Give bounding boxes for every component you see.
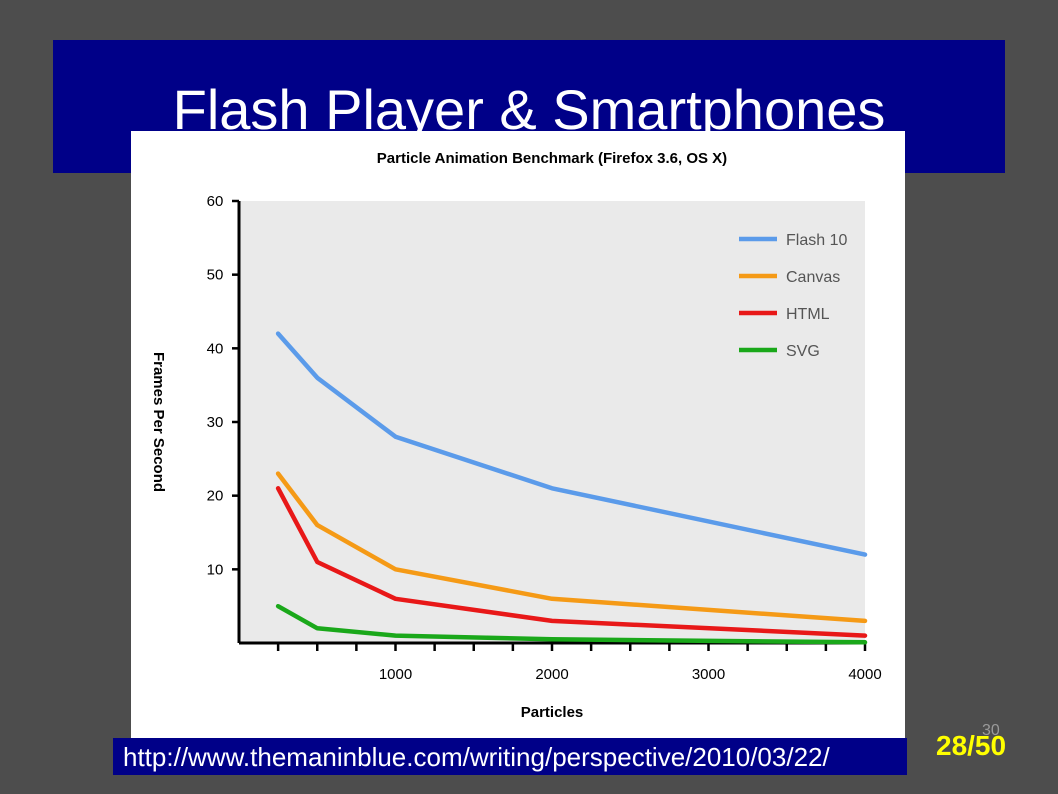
legend-label-html: HTML (786, 306, 830, 323)
y-tick-label: 60 (207, 193, 224, 210)
y-axis-title: Frames Per Second (150, 352, 167, 492)
chart-title: Particle Animation Benchmark (Firefox 3.… (377, 150, 727, 167)
y-tick-label: 10 (207, 561, 224, 578)
x-tick-label: 4000 (848, 666, 881, 683)
y-tick-label: 30 (207, 414, 224, 431)
y-tick-label: 40 (207, 340, 224, 357)
legend-label-canvas: Canvas (786, 269, 840, 286)
page-counter: 28/50 (936, 730, 1007, 761)
source-url-link[interactable]: http://www.themaninblue.com/writing/pers… (123, 742, 830, 772)
series-line-canvas (275, 471, 868, 624)
x-axis-title: Particles (521, 704, 584, 721)
plot-area (239, 201, 865, 643)
series-line-svg (275, 603, 868, 645)
series-line-html (275, 486, 868, 638)
y-tick-label: 50 (207, 267, 224, 284)
axes: 10 20 30 40 50 60 1000 2000 3000 4000 (207, 193, 882, 683)
url-bar: http://www.themaninblue.com/writing/pers… (113, 738, 907, 775)
series-lines (275, 331, 868, 645)
slide-number-ghost: 30 (982, 722, 1000, 739)
benchmark-chart: Particle Animation Benchmark (Firefox 3.… (150, 150, 882, 721)
legend: Flash 10 Canvas HTML SVG (739, 232, 847, 360)
chart-panel: Particle Animation Benchmark (Firefox 3.… (131, 131, 905, 738)
legend-label-svg: SVG (786, 343, 820, 360)
y-tick-label: 20 (207, 488, 224, 505)
legend-label-flash-10: Flash 10 (786, 232, 847, 249)
x-tick-label: 1000 (379, 666, 412, 683)
slide-title: Flash Player & Smartphones (172, 78, 886, 141)
series-line-flash-10 (275, 331, 868, 557)
x-tick-label: 2000 (535, 666, 568, 683)
x-tick-label: 3000 (692, 666, 725, 683)
